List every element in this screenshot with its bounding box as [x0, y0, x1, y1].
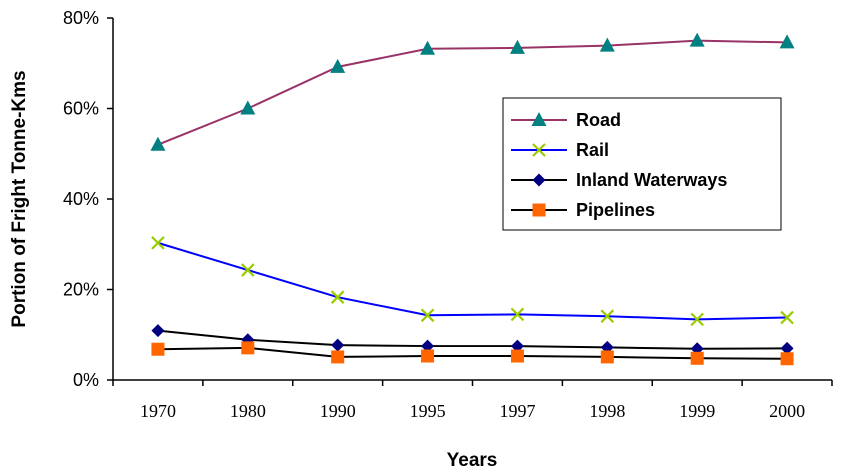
data-point-inland-waterways	[151, 324, 165, 338]
series-line-inland-waterways	[157, 329, 788, 350]
data-point-pipelines	[421, 349, 435, 363]
x-tick-label: 1999	[679, 401, 715, 421]
legend-label-road: Road	[576, 110, 621, 130]
data-point-rail	[780, 310, 794, 325]
data-point-rail	[330, 290, 345, 304]
legend: Road Rail Inland Waterways Pipelines	[502, 97, 782, 231]
data-point-rail	[600, 309, 615, 323]
data-point-pipelines	[510, 349, 524, 363]
legend-label-rail: Rail	[576, 140, 609, 160]
series-road	[150, 32, 795, 151]
series-line-pipelines	[157, 346, 788, 360]
y-axis-title: Portion of Fright Tonne-Kms	[9, 70, 30, 327]
legend-entry-road: Road	[511, 110, 621, 130]
legend-label-pipelines: Pipelines	[576, 200, 655, 220]
series-line-road	[157, 39, 788, 146]
data-point-road	[150, 136, 166, 151]
data-point-pipelines	[690, 351, 704, 365]
legend-label-inland-waterways: Inland Waterways	[576, 170, 727, 190]
x-axis-ticks: 1970 1980 1990 1995 1997 1998 1999 2000	[112, 380, 833, 421]
y-tick-label: 40%	[63, 189, 99, 209]
x-tick-label: 1990	[320, 401, 356, 421]
x-tick-label: 1995	[410, 401, 446, 421]
series-line-rail	[157, 241, 788, 321]
data-point-inland-waterways	[780, 341, 794, 355]
data-point-road	[779, 34, 795, 49]
data-point-road	[420, 40, 436, 55]
data-point-road	[689, 32, 705, 47]
series-layer	[150, 32, 795, 366]
data-point-inland-waterways	[421, 339, 435, 353]
x-axis-title: Years	[447, 450, 498, 471]
x-tick-label: 1997	[499, 401, 535, 421]
y-axis-ticks: 0% 20% 40% 60% 80%	[63, 8, 113, 390]
y-tick-label: 20%	[63, 280, 99, 300]
x-tick-label: 1998	[589, 401, 625, 421]
data-point-pipelines	[780, 352, 794, 366]
legend-marker-inland-waterways	[532, 173, 546, 187]
data-point-road	[330, 58, 346, 73]
data-point-pipelines	[331, 350, 345, 364]
data-point-inland-waterways	[510, 339, 524, 353]
data-point-road	[599, 37, 615, 52]
legend-entry-rail: Rail	[511, 140, 609, 160]
series-pipelines	[151, 341, 794, 366]
data-point-rail	[151, 236, 165, 250]
legend-marker-pipelines	[532, 203, 546, 217]
data-point-pipelines	[241, 341, 255, 355]
legend-marker-rail	[532, 143, 546, 157]
x-tick-label: 2000	[769, 401, 805, 421]
x-tick-label: 1970	[140, 401, 176, 421]
data-point-road	[240, 100, 256, 115]
data-point-rail	[510, 307, 525, 322]
legend-entry-pipelines: Pipelines	[511, 200, 655, 220]
legend-marker-road	[531, 112, 547, 126]
y-tick-label: 60%	[63, 99, 99, 119]
data-point-pipelines	[151, 342, 165, 356]
y-tick-label: 80%	[63, 8, 99, 28]
data-point-pipelines	[600, 350, 614, 364]
series-rail	[151, 236, 794, 327]
x-tick-label: 1980	[230, 401, 266, 421]
y-tick-label: 0%	[73, 370, 99, 390]
data-point-rail	[241, 263, 255, 277]
data-point-rail	[420, 308, 435, 323]
data-point-inland-waterways	[331, 338, 345, 352]
legend-entry-inland-waterways: Inland Waterways	[511, 170, 727, 190]
data-point-rail	[690, 312, 704, 327]
data-point-road	[509, 39, 525, 54]
